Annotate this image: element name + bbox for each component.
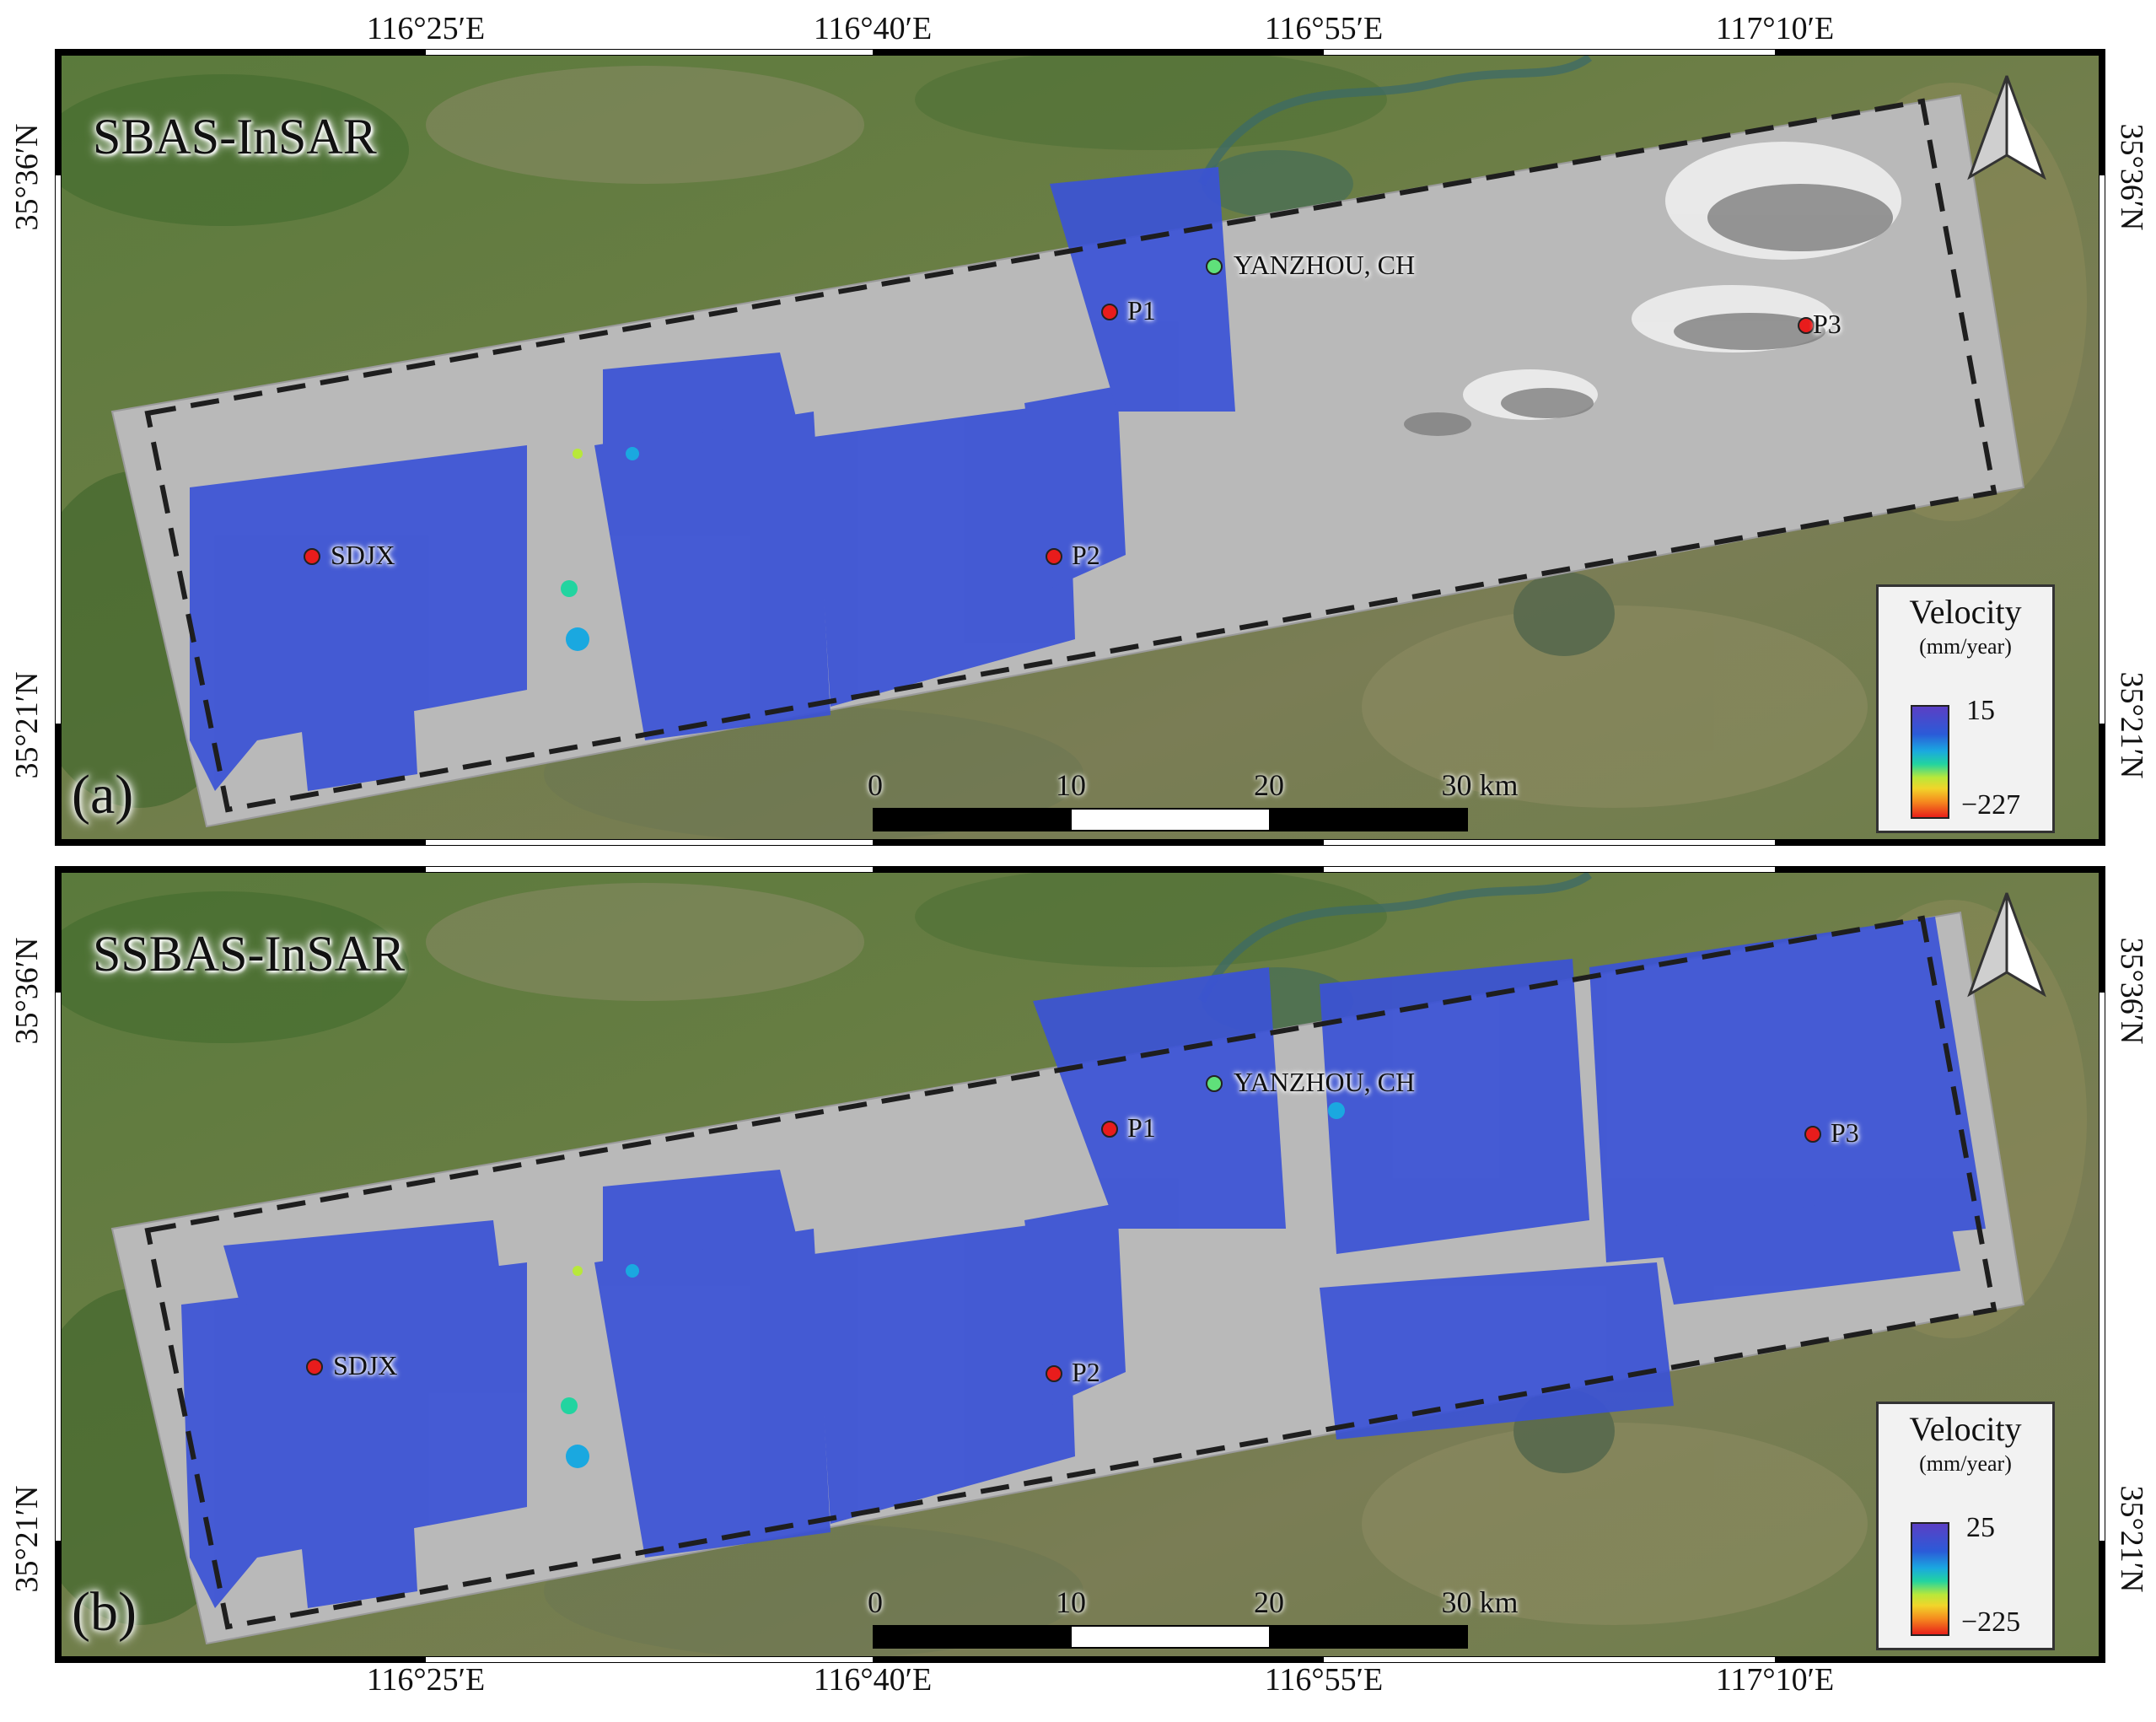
marker-p3[interactable]: [1804, 1126, 1821, 1143]
point-label-p1: P1: [1127, 295, 1156, 326]
marker-p1[interactable]: [1101, 304, 1118, 320]
scale-tick-0: 0: [868, 768, 883, 802]
scale-tick-0: 0: [868, 1585, 883, 1619]
longitude-label-top-2: 116°40′E: [813, 11, 933, 46]
marker-sdjx[interactable]: [306, 1359, 323, 1375]
latitude-label-right-a-1: 35°36′N: [2114, 123, 2149, 231]
scale-bar: [873, 1625, 1468, 1649]
legend-min-value: −225: [1961, 1606, 2021, 1638]
longitude-label-bottom-3: 116°55′E: [1264, 1662, 1384, 1698]
longitude-label-bottom-2: 116°40′E: [813, 1662, 933, 1698]
scale-tick-30: 30 km: [1441, 1585, 1519, 1619]
legend-title: Velocity: [1909, 593, 2022, 631]
point-label-yanzhou: YANZHOU, CH: [1234, 1067, 1416, 1097]
map-canvas-b: [55, 866, 2105, 1663]
latitude-label-left-a-2: 35°21′N: [9, 671, 45, 779]
map-title: SBAS-InSAR: [93, 109, 377, 164]
point-label-p3: P3: [1813, 309, 1841, 339]
latitude-label-right-b-2: 35°21′N: [2114, 1485, 2149, 1593]
longitude-label-top-1: 116°25′E: [366, 11, 486, 46]
marker-p1[interactable]: [1101, 1121, 1118, 1138]
marker-sdjx[interactable]: [304, 548, 320, 565]
point-label-yanzhou: YANZHOU, CH: [1234, 250, 1416, 280]
point-label-p1: P1: [1127, 1112, 1156, 1143]
point-label-sdjx: SDJX: [333, 1350, 398, 1380]
scale-bar: [873, 808, 1468, 831]
longitude-label-bottom-1: 116°25′E: [366, 1662, 486, 1698]
marker-p2[interactable]: [1046, 548, 1062, 565]
panel-label: (b): [72, 1581, 137, 1643]
panel-label: (a): [72, 764, 134, 826]
point-label-p2: P2: [1072, 540, 1100, 570]
longitude-label-top-3: 116°55′E: [1264, 11, 1384, 46]
legend-max-value: 15: [1966, 695, 1995, 726]
scale-tick-30: 30 km: [1441, 768, 1519, 802]
latitude-label-left-b-1: 35°36′N: [9, 937, 45, 1045]
scale-tick-20: 20: [1254, 768, 1284, 802]
point-label-sdjx: SDJX: [331, 540, 395, 570]
scale-tick-10: 10: [1056, 1585, 1086, 1619]
north-arrow-icon: [1967, 75, 2046, 180]
point-label-p3: P3: [1831, 1117, 1859, 1148]
latitude-label-left-a-1: 35°36′N: [9, 123, 45, 231]
legend-units: (mm/year): [1919, 1451, 2012, 1476]
point-label-p2: P2: [1072, 1357, 1100, 1387]
legend-colorbar: [1911, 705, 1949, 819]
scale-tick-20: 20: [1254, 1585, 1284, 1619]
map-panel-b: SSBAS-InSAR (b) YANZHOU, CH P1 P2 P3 SDJ…: [55, 866, 2105, 1663]
longitude-label-bottom-4: 117°10′E: [1715, 1662, 1835, 1698]
latitude-label-right-a-2: 35°21′N: [2114, 671, 2149, 779]
map-title: SSBAS-InSAR: [93, 926, 406, 982]
latitude-label-right-b-1: 35°36′N: [2114, 937, 2149, 1045]
marker-yanzhou[interactable]: [1206, 1075, 1223, 1092]
legend-colorbar: [1911, 1522, 1949, 1636]
map-canvas-a: [55, 49, 2105, 846]
legend-units: (mm/year): [1919, 634, 2012, 659]
latitude-label-left-b-2: 35°21′N: [9, 1485, 45, 1593]
north-arrow-icon: [1967, 892, 2046, 998]
legend-min-value: −227: [1961, 789, 2021, 821]
marker-p2[interactable]: [1046, 1365, 1062, 1382]
legend-title: Velocity: [1909, 1410, 2022, 1448]
longitude-label-top-4: 117°10′E: [1715, 11, 1835, 46]
marker-yanzhou[interactable]: [1206, 258, 1223, 275]
velocity-legend: Velocity (mm/year) 25 −225: [1876, 1402, 2055, 1650]
scale-tick-10: 10: [1056, 768, 1086, 802]
map-panel-a: SBAS-InSAR (a) YANZHOU, CH P1 P2 P3 SDJX…: [55, 49, 2105, 846]
velocity-legend: Velocity (mm/year) 15 −227: [1876, 584, 2055, 833]
marker-p3[interactable]: [1798, 317, 1815, 334]
legend-max-value: 25: [1966, 1512, 1995, 1543]
